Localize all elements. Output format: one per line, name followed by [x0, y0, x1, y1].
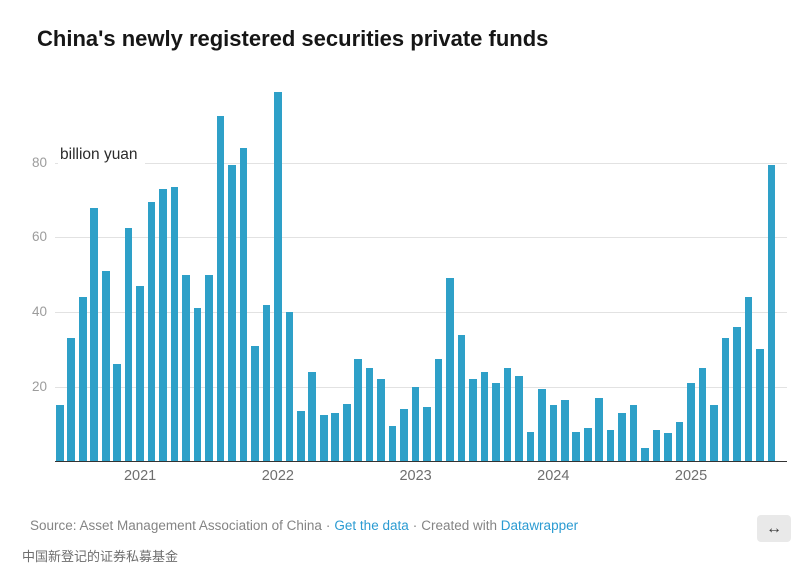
bar[interactable] — [583, 427, 592, 462]
bar[interactable] — [228, 164, 236, 462]
bar[interactable] — [687, 383, 695, 462]
bar[interactable] — [308, 371, 317, 462]
bar[interactable] — [480, 371, 489, 462]
x-tick-label: 2022 — [261, 468, 294, 484]
bar[interactable] — [113, 364, 121, 462]
y-tick-label: 40 — [31, 304, 47, 320]
bar[interactable] — [342, 403, 351, 462]
get-the-data-link[interactable]: Get the data — [334, 518, 409, 533]
bar[interactable] — [274, 91, 282, 462]
x-tick-label: 2021 — [123, 468, 157, 484]
bar[interactable] — [182, 274, 190, 462]
resize-button[interactable]: ↔ — [757, 515, 791, 542]
chart-title: China's newly registered securities priv… — [37, 26, 549, 51]
bar[interactable] — [538, 388, 546, 462]
bar[interactable] — [147, 201, 156, 462]
bar[interactable] — [744, 297, 753, 462]
resize-horizontal-icon: ↔ — [766, 519, 782, 537]
bar[interactable] — [756, 349, 764, 462]
bar[interactable] — [767, 164, 776, 462]
y-tick-label: 20 — [31, 378, 47, 394]
bar[interactable] — [572, 431, 581, 462]
bar[interactable] — [595, 398, 603, 462]
bar[interactable] — [388, 426, 397, 462]
y-tick-label: 60 — [31, 229, 47, 245]
bar[interactable] — [492, 383, 500, 462]
x-axis-line — [55, 460, 787, 462]
created-with-text: Created with — [421, 518, 498, 533]
bar[interactable] — [469, 379, 477, 462]
bar[interactable] — [710, 405, 718, 462]
bar[interactable] — [664, 433, 672, 462]
bar[interactable] — [56, 405, 64, 462]
footer: Source: Asset Management Association of … — [30, 518, 578, 533]
x-tick-label: 2025 — [674, 468, 708, 484]
plot-area: 20 40 60 80 2021 2022 2023 2024 2025 — [31, 91, 787, 484]
bar[interactable] — [675, 422, 684, 462]
bar[interactable] — [423, 407, 431, 462]
bar[interactable] — [297, 411, 305, 462]
caption-chinese: 中国新登记的证券私募基金 — [22, 549, 179, 564]
bar[interactable] — [136, 285, 144, 462]
bar[interactable] — [251, 345, 259, 462]
bar[interactable] — [239, 147, 248, 462]
separator-dot: · — [325, 518, 331, 533]
bar[interactable] — [411, 386, 420, 462]
bar[interactable] — [78, 297, 87, 462]
bar[interactable] — [159, 188, 167, 462]
bar[interactable] — [101, 271, 110, 462]
bar[interactable] — [629, 405, 638, 462]
source-text: Source: Asset Management Association of … — [30, 518, 322, 533]
bar[interactable] — [377, 379, 385, 462]
bar[interactable] — [262, 304, 271, 462]
bar[interactable] — [354, 358, 362, 462]
separator-dot: · — [412, 518, 418, 533]
x-tick-label: 2024 — [537, 468, 570, 484]
x-tick-label: 2023 — [399, 468, 432, 484]
bar[interactable] — [90, 207, 99, 462]
datawrapper-link[interactable]: Datawrapper — [500, 518, 579, 533]
bar[interactable] — [285, 312, 294, 462]
bar[interactable] — [721, 338, 730, 462]
bar[interactable] — [205, 274, 213, 462]
bar[interactable] — [457, 334, 466, 462]
gridline — [55, 386, 787, 388]
gridline — [55, 312, 787, 314]
bar[interactable] — [560, 399, 569, 462]
bar[interactable] — [124, 228, 133, 462]
bar[interactable] — [331, 412, 340, 462]
bar[interactable] — [652, 429, 661, 462]
bar[interactable] — [319, 414, 328, 462]
bar[interactable] — [170, 186, 179, 462]
bar[interactable] — [606, 429, 615, 462]
gridline — [55, 162, 787, 164]
bar[interactable] — [641, 448, 649, 462]
unit-label: billion yuan — [58, 144, 145, 167]
bar[interactable] — [365, 368, 374, 462]
bar[interactable] — [549, 405, 558, 462]
bar[interactable] — [526, 431, 535, 462]
bar[interactable] — [618, 412, 626, 462]
y-tick-label: 80 — [31, 154, 47, 170]
bar[interactable] — [733, 327, 741, 462]
bar[interactable] — [503, 368, 512, 462]
bar[interactable] — [698, 368, 707, 462]
bar[interactable] — [193, 308, 202, 462]
bar[interactable] — [434, 358, 443, 462]
bar[interactable] — [67, 338, 76, 462]
bar[interactable] — [216, 116, 225, 462]
bar[interactable] — [446, 278, 454, 462]
bar[interactable] — [400, 409, 408, 462]
gridline — [55, 237, 787, 239]
bar[interactable] — [515, 375, 523, 462]
